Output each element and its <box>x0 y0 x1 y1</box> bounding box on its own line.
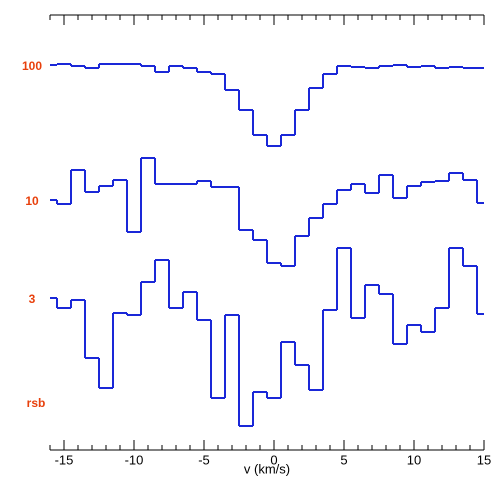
step-riser <box>56 158 478 266</box>
step-riser <box>56 248 478 426</box>
step-riser <box>56 64 464 146</box>
series-label: 3 <box>29 292 36 306</box>
series-label: 10 <box>25 194 39 208</box>
plot-area <box>50 15 484 450</box>
x-tick-label: -15 <box>55 452 74 467</box>
series-label: 100 <box>22 59 42 73</box>
x-tick-label: -5 <box>198 452 210 467</box>
x-tick-label: 10 <box>407 452 421 467</box>
x-tick-label: -10 <box>125 452 144 467</box>
x-tick-label: 15 <box>477 452 491 467</box>
x-axis-label: v (km/s) <box>244 461 290 476</box>
annotation: rsb <box>27 396 46 410</box>
x-tick-label: 5 <box>340 452 347 467</box>
x-tick-label: 0 <box>270 452 277 467</box>
